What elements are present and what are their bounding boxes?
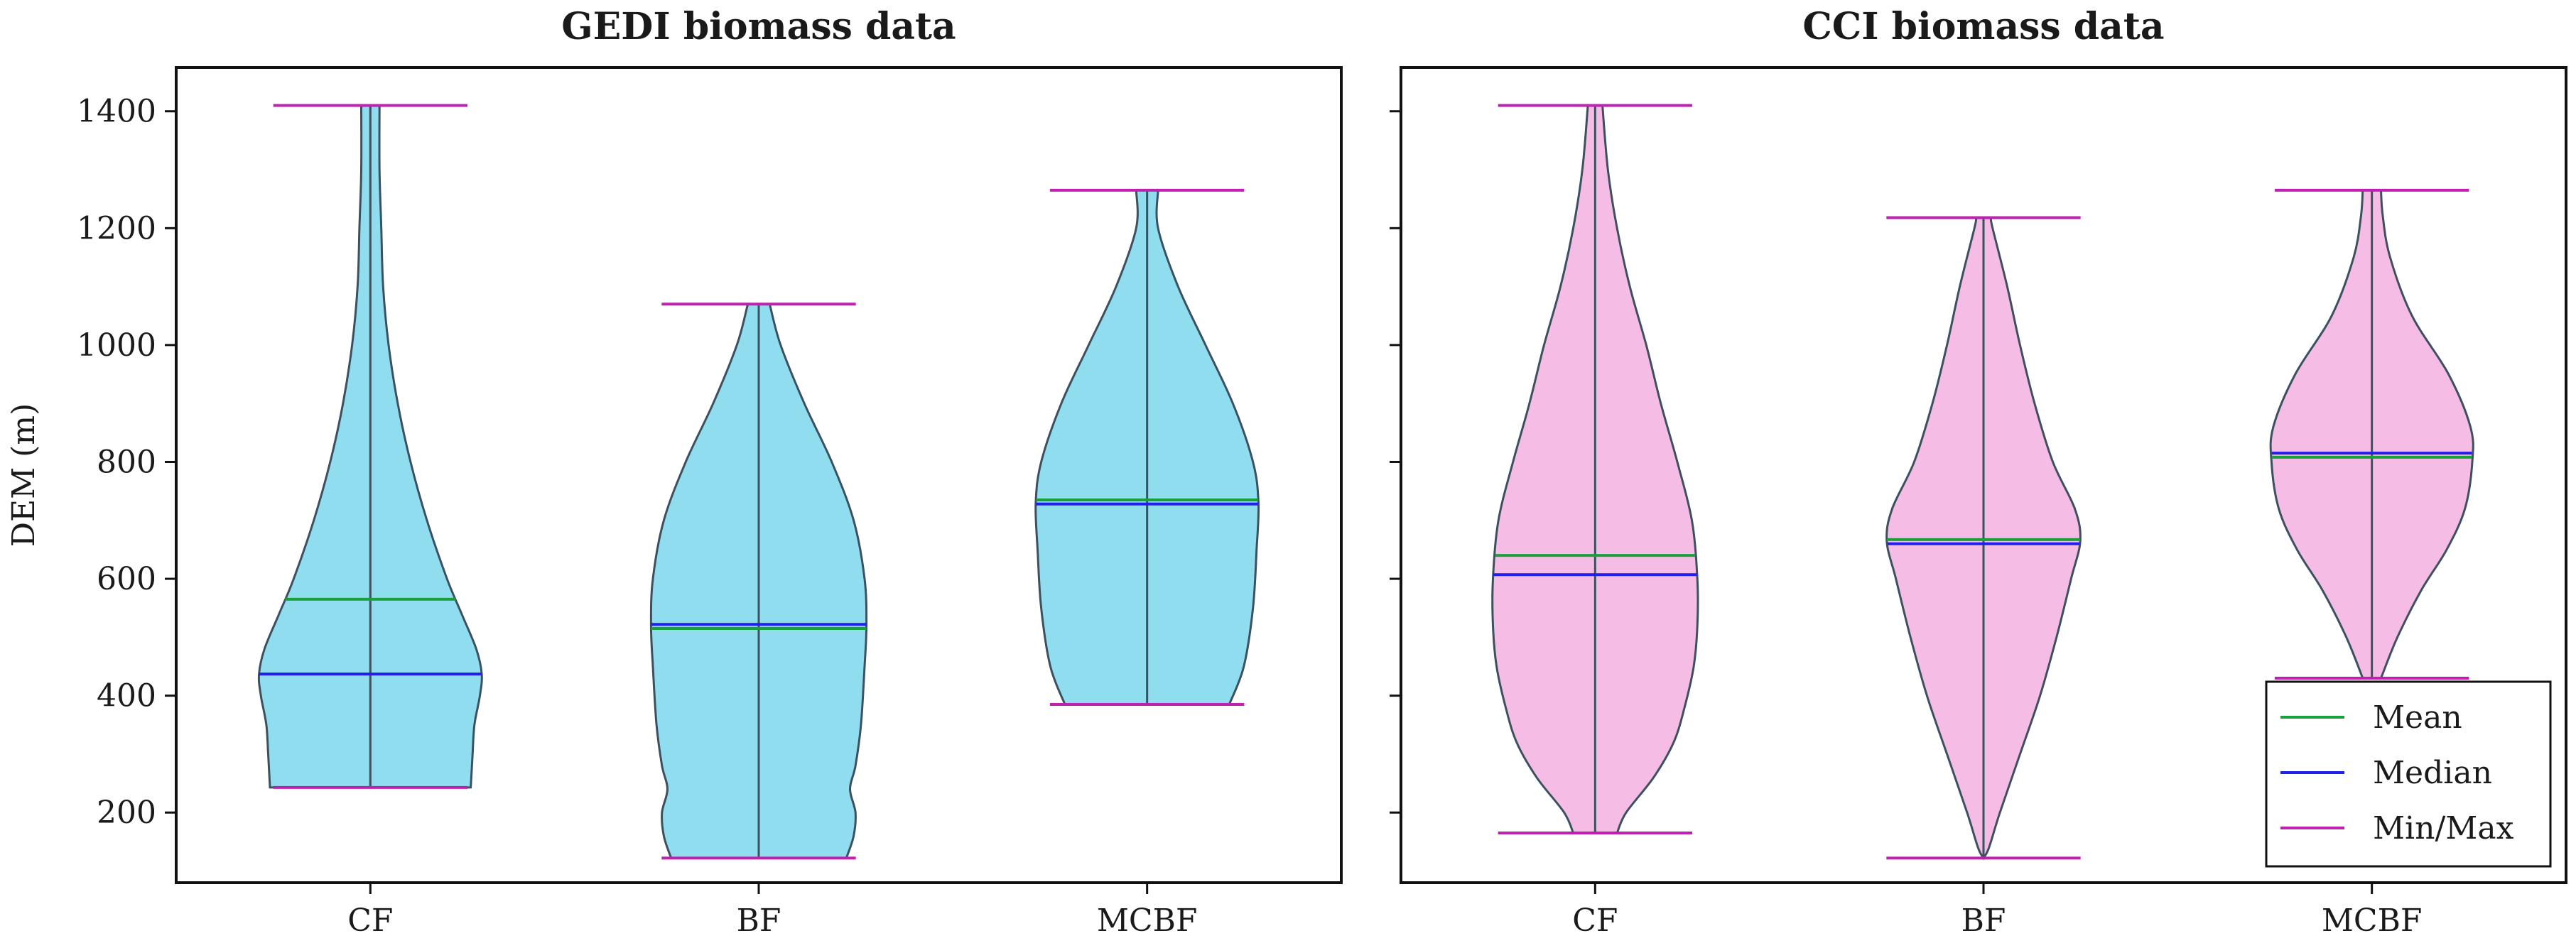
violin-bf xyxy=(1885,216,2082,861)
y-tick-label: 1200 xyxy=(77,210,156,246)
panel-title: CCI biomass data xyxy=(1802,5,2164,48)
panel-1: GEDI biomass data 200 400 600 800 1000 1200 140… xyxy=(6,5,1343,939)
y-tick-label: 200 xyxy=(97,795,156,831)
panel-title: GEDI biomass data xyxy=(561,5,956,48)
y-tick-label: 600 xyxy=(97,561,156,597)
y-tick-label: 800 xyxy=(97,444,156,480)
violin-cf xyxy=(257,104,483,789)
violin-mcbf xyxy=(2269,188,2474,680)
legend-label-mean: Mean xyxy=(2373,699,2462,736)
legend-label-minmax: Min/Max xyxy=(2373,810,2514,846)
panel-2: CCI biomass data CF BF MCBF Mean Median Min/Ma… xyxy=(1390,5,2567,939)
y-axis-label: DEM (m) xyxy=(6,403,42,547)
y-tick-label: 1400 xyxy=(77,94,156,130)
x-tick-label: MCBF xyxy=(1097,903,1198,939)
legend-label-median: Median xyxy=(2373,755,2492,791)
x-tick-label: CF xyxy=(347,903,393,939)
legend: Mean Median Min/Max xyxy=(2265,680,2552,868)
y-tick-label: 1000 xyxy=(77,327,156,364)
x-tick-label: MCBF xyxy=(2322,903,2423,939)
violin-mcbf xyxy=(1034,188,1260,707)
x-tick-label: BF xyxy=(737,903,781,939)
y-tick-label: 400 xyxy=(97,678,156,714)
x-tick-label: BF xyxy=(1961,903,2006,939)
x-tick-label: CF xyxy=(1572,903,1618,939)
violin-cf xyxy=(1491,104,1699,835)
violin-bf xyxy=(649,303,868,860)
